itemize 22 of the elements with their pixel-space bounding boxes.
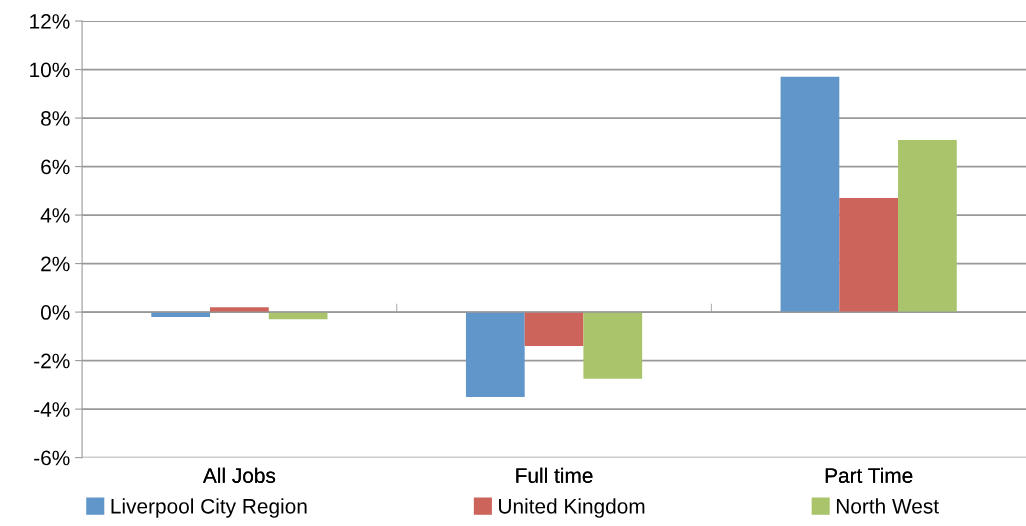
bar	[839, 198, 899, 313]
y-tick-label: -2%	[34, 353, 70, 369]
legend-label: North West	[836, 498, 939, 514]
bar	[780, 76, 840, 313]
legend-label: Liverpool City Region	[111, 498, 307, 518]
legend-label: United Kingdom	[499, 498, 645, 518]
x-tick-label: Full time	[516, 467, 593, 483]
x-tick-label: Part Time	[825, 467, 913, 483]
bar	[583, 312, 643, 379]
x-tick-label: All Jobs	[202, 467, 276, 483]
y-tick-label: 8%	[41, 111, 70, 126]
y-tick-label: 10%	[30, 62, 70, 78]
y-tick-label: 12%	[30, 14, 70, 29]
y-tick-label: -6%	[34, 450, 70, 466]
bar	[898, 139, 957, 313]
y-tick-label: -4%	[34, 402, 70, 417]
bar	[524, 312, 584, 347]
bar	[465, 312, 525, 397]
y-tick-label: 2%	[41, 256, 70, 272]
y-tick-label: 4%	[40, 208, 70, 223]
y-tick-label: 6%	[41, 159, 70, 175]
y-tick-label: 0%	[40, 305, 70, 320]
